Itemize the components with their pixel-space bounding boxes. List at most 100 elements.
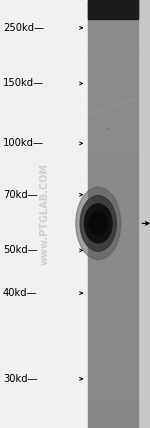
Bar: [88, 19, 138, 21]
Bar: [88, 126, 138, 128]
Bar: [88, 30, 138, 32]
Bar: [88, 73, 138, 75]
Bar: [88, 105, 138, 107]
Bar: [88, 118, 138, 120]
Bar: [88, 122, 138, 124]
Text: 30kd—: 30kd—: [3, 374, 38, 384]
Bar: [88, 419, 138, 422]
Text: 70kd—: 70kd—: [3, 190, 38, 200]
Bar: [88, 387, 138, 389]
Bar: [88, 131, 138, 133]
Bar: [88, 0, 138, 19]
Bar: [88, 49, 138, 51]
Bar: [88, 184, 138, 186]
Bar: [88, 319, 138, 321]
Bar: [88, 83, 138, 86]
Bar: [88, 280, 138, 282]
Bar: [88, 199, 138, 201]
Bar: [88, 26, 138, 28]
Bar: [88, 96, 138, 98]
Bar: [88, 88, 138, 90]
Bar: [88, 364, 138, 366]
Bar: [88, 56, 138, 58]
Bar: [88, 372, 138, 374]
Bar: [88, 424, 138, 426]
Bar: [88, 90, 138, 92]
Bar: [88, 86, 138, 88]
Bar: [88, 240, 138, 242]
Bar: [88, 246, 138, 248]
Bar: [88, 278, 138, 280]
Bar: [88, 186, 138, 188]
Bar: [88, 300, 138, 302]
Bar: [88, 229, 138, 231]
Bar: [88, 235, 138, 238]
Bar: [88, 315, 138, 317]
Bar: [88, 51, 138, 54]
Text: 50kd—: 50kd—: [3, 245, 38, 256]
Bar: [88, 79, 138, 81]
Bar: [88, 321, 138, 323]
Bar: [88, 308, 138, 310]
Bar: [88, 190, 138, 193]
Bar: [88, 39, 138, 41]
Bar: [88, 334, 138, 336]
Bar: [88, 342, 138, 345]
Bar: [88, 66, 138, 68]
Bar: [88, 360, 138, 362]
Bar: [88, 9, 138, 11]
Bar: [88, 231, 138, 233]
Bar: [88, 141, 138, 143]
Text: 250kd—: 250kd—: [3, 23, 44, 33]
Bar: [88, 32, 138, 34]
Bar: [88, 124, 138, 126]
Bar: [88, 205, 138, 208]
Bar: [88, 347, 138, 349]
Bar: [88, 107, 138, 109]
Bar: [88, 233, 138, 235]
Bar: [88, 291, 138, 293]
Bar: [88, 263, 138, 265]
Bar: [88, 152, 138, 154]
Bar: [88, 210, 138, 212]
Ellipse shape: [80, 196, 116, 251]
Bar: [88, 253, 138, 255]
Bar: [88, 389, 138, 392]
Bar: [88, 282, 138, 285]
Bar: [88, 332, 138, 334]
Bar: [88, 4, 138, 6]
Bar: [88, 214, 138, 216]
Bar: [88, 62, 138, 64]
Bar: [88, 402, 138, 404]
Bar: [88, 11, 138, 13]
Text: 150kd—: 150kd—: [3, 78, 44, 89]
Bar: [88, 36, 138, 39]
Bar: [88, 304, 138, 306]
Bar: [88, 113, 138, 116]
Bar: [88, 289, 138, 291]
Bar: [88, 220, 138, 223]
Bar: [88, 58, 138, 60]
Bar: [88, 317, 138, 319]
Bar: [88, 43, 138, 45]
Bar: [88, 0, 138, 2]
Bar: [88, 109, 138, 111]
Bar: [88, 128, 138, 131]
Bar: [88, 325, 138, 327]
Bar: [88, 248, 138, 250]
Bar: [88, 139, 138, 141]
Bar: [88, 345, 138, 347]
Bar: [88, 17, 138, 19]
Ellipse shape: [84, 204, 112, 243]
Bar: [88, 163, 138, 165]
Bar: [88, 21, 138, 24]
Bar: [88, 400, 138, 402]
Bar: [88, 276, 138, 278]
Bar: [88, 173, 138, 175]
Bar: [88, 28, 138, 30]
Bar: [88, 285, 138, 287]
Ellipse shape: [89, 211, 108, 235]
Bar: [88, 6, 138, 9]
Bar: [88, 398, 138, 400]
Bar: [88, 362, 138, 364]
